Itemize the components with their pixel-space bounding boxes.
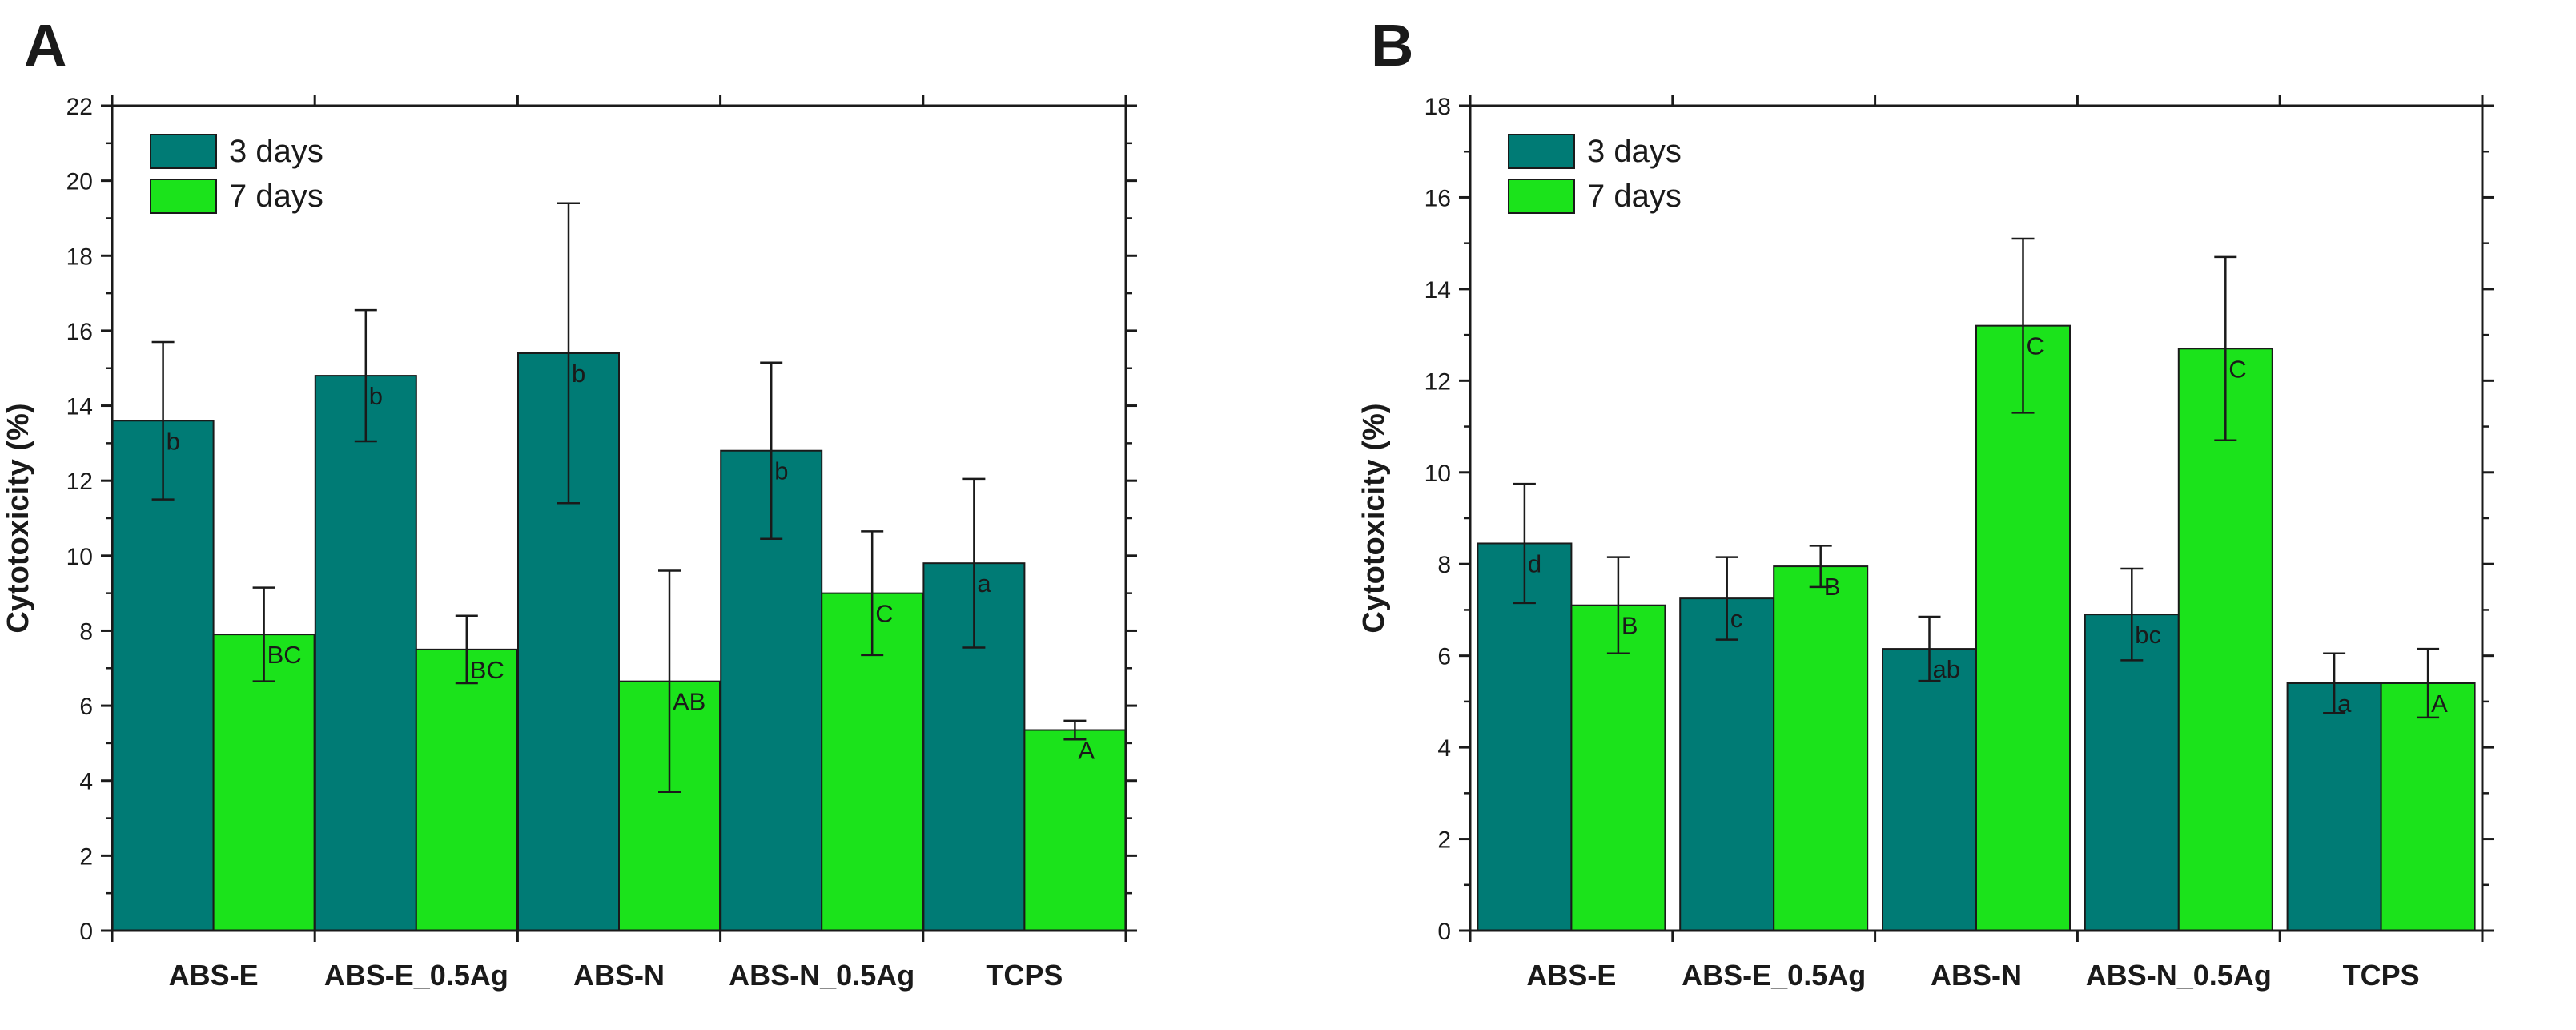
x-category-label: TCPS — [2343, 959, 2420, 992]
x-category-label: ABS-N — [573, 959, 665, 992]
y-tick-label: 10 — [1425, 461, 1451, 487]
bar — [1679, 597, 1775, 932]
y-tick-label: 4 — [79, 769, 93, 795]
bar — [2380, 682, 2476, 931]
x-category-label: ABS-N_0.5Ag — [729, 959, 914, 992]
legend-label: 3 days — [229, 134, 324, 169]
y-tick-label: 16 — [1425, 185, 1451, 211]
y-tick-label: 18 — [66, 243, 93, 270]
y-tick-label: 0 — [1437, 919, 1451, 945]
significance-label: BC — [267, 641, 302, 669]
legend-swatch — [150, 134, 217, 169]
bar — [415, 648, 518, 931]
significance-label: A — [2431, 690, 2448, 718]
y-tick-label: 10 — [66, 544, 93, 570]
y-tick-label: 12 — [66, 469, 93, 495]
significance-label: a — [2337, 690, 2352, 718]
significance-label: C — [875, 600, 893, 628]
x-category-label: ABS-E — [169, 959, 259, 992]
x-category-label: ABS-N_0.5Ag — [2086, 959, 2272, 992]
bar — [2177, 348, 2273, 931]
bar — [1773, 565, 1869, 931]
bar — [314, 375, 417, 932]
y-tick-label: 6 — [1437, 644, 1451, 670]
significance-label: b — [774, 457, 788, 485]
y-tick-label: 14 — [1425, 277, 1451, 304]
y-axis-title: Cytotoxicity (%) — [2, 403, 35, 633]
y-tick-label: 16 — [66, 319, 93, 345]
significance-label: ab — [1933, 655, 1960, 683]
significance-label: c — [1730, 605, 1743, 633]
x-category-label: TCPS — [986, 959, 1063, 992]
x-category-label: ABS-E — [1526, 959, 1616, 992]
y-tick-label: 0 — [79, 919, 93, 945]
x-category-label: ABS-E_0.5Ag — [324, 959, 508, 992]
significance-label: bc — [2135, 621, 2161, 649]
y-tick-label: 8 — [1437, 552, 1451, 578]
significance-label: C — [2027, 332, 2044, 360]
y-tick-label: 12 — [1425, 368, 1451, 395]
y-tick-label: 14 — [66, 394, 93, 420]
panel-a: Ab b b b a BC BC AB C A 0 2 4 6 8 10 12 14 16 18 20 22 ABS-E AB… — [2, 12, 1137, 992]
y-tick-label: 22 — [66, 94, 93, 120]
significance-label: b — [167, 427, 180, 455]
panel-b: Bd c ab bc a B B C C A 0 2 4 6 8 10 12 14 16 18 ABS-E ABS-E_0… — [1357, 12, 2494, 992]
significance-label: b — [572, 360, 585, 388]
x-category-label: ABS-N — [1931, 959, 2022, 992]
significance-label: B — [1622, 612, 1638, 640]
bar — [2084, 614, 2180, 932]
legend-label: 7 days — [1587, 179, 1682, 214]
bar — [2286, 682, 2382, 931]
y-tick-label: 20 — [66, 169, 93, 195]
significance-label: A — [1078, 737, 1095, 765]
bar — [1570, 604, 1666, 931]
bar — [1882, 648, 1977, 931]
legend-swatch — [1508, 179, 1575, 214]
y-tick-label: 2 — [79, 843, 93, 870]
legend-label: 3 days — [1587, 134, 1682, 169]
y-tick-label: 2 — [1437, 827, 1451, 854]
significance-label: C — [2228, 355, 2246, 383]
panel-label: A — [24, 12, 66, 78]
significance-label: a — [977, 569, 991, 597]
significance-label: BC — [470, 656, 504, 684]
significance-label: B — [1824, 573, 1841, 601]
significance-label: AB — [673, 688, 705, 716]
bar — [1975, 324, 2071, 931]
legend-label: 7 days — [229, 179, 324, 214]
y-tick-label: 8 — [79, 618, 93, 645]
panel-label: B — [1371, 12, 1413, 78]
y-axis-title: Cytotoxicity (%) — [1357, 403, 1391, 633]
legend-swatch — [150, 179, 217, 214]
legend-swatch — [1508, 134, 1575, 169]
significance-label: d — [1528, 549, 1541, 577]
bar — [1023, 729, 1127, 931]
y-tick-label: 6 — [79, 694, 93, 720]
y-tick-label: 4 — [1437, 735, 1451, 762]
significance-label: b — [369, 382, 383, 410]
y-tick-label: 18 — [1425, 94, 1451, 120]
bar — [111, 420, 215, 931]
x-category-label: ABS-E_0.5Ag — [1682, 959, 1866, 992]
